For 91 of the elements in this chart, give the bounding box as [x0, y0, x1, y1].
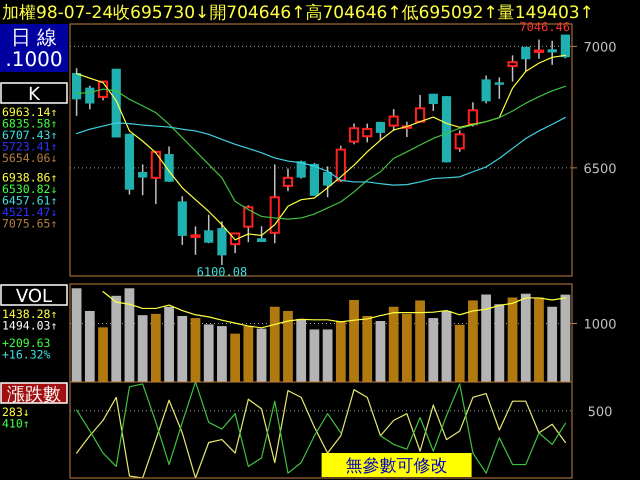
bar — [402, 314, 412, 382]
bar — [217, 326, 227, 382]
candlestick — [204, 214, 214, 244]
candlestick — [256, 225, 266, 242]
candlestick — [296, 160, 306, 180]
bar — [283, 310, 293, 382]
bar — [428, 318, 438, 382]
bar — [362, 316, 372, 382]
bar — [322, 329, 332, 382]
text: 410↑ — [2, 416, 30, 430]
candlestick — [85, 84, 94, 110]
y-tick-label: 7000 — [583, 40, 617, 56]
annotation: 6100.08 — [196, 265, 248, 280]
candlestick — [454, 130, 465, 153]
candlestick — [414, 94, 426, 124]
y-axis-title: K — [28, 84, 42, 105]
bar — [560, 294, 570, 382]
bar — [296, 318, 306, 382]
candlestick — [560, 34, 570, 60]
bar — [442, 310, 452, 382]
text: 6938.86↑ — [2, 170, 58, 184]
y-tick-label: 6500 — [583, 162, 617, 177]
text: 5723.41↑ — [2, 140, 58, 154]
text: +16.32% — [2, 348, 51, 362]
candlestick — [507, 54, 518, 82]
bar — [164, 306, 174, 382]
bar — [138, 315, 148, 382]
candlestick — [494, 76, 504, 100]
candlestick — [138, 164, 148, 196]
candlestick — [348, 122, 360, 146]
candlestick — [534, 38, 544, 60]
text: 5654.06↓ — [2, 151, 58, 165]
bar — [468, 300, 478, 382]
bar — [150, 314, 161, 382]
text: 7075.65↑ — [2, 216, 58, 230]
bar — [534, 298, 544, 382]
text: 日 線 .1000 — [5, 25, 63, 71]
text: 1494.03↑ — [2, 318, 58, 332]
text: 無參數可修改 — [346, 456, 448, 476]
bar — [481, 294, 492, 382]
bar — [494, 304, 504, 382]
text: 6835.58↑ — [2, 116, 58, 130]
bar — [243, 326, 254, 382]
candlestick — [362, 122, 372, 144]
line-series — [76, 116, 566, 186]
bar — [388, 306, 399, 382]
candlestick — [428, 93, 438, 112]
text: 1438.28↑ — [2, 307, 58, 321]
candlestick — [388, 108, 399, 132]
bar — [508, 298, 518, 382]
text: 6707.43↑ — [2, 128, 58, 142]
candlestick — [376, 120, 386, 141]
bar — [310, 329, 320, 382]
y-axis-title: 漲跌數 — [7, 384, 61, 405]
bar — [204, 324, 214, 382]
candlestick — [243, 204, 254, 243]
y-axis-title: VOL — [16, 286, 52, 307]
candlestick — [468, 102, 478, 128]
bar — [454, 324, 465, 382]
bar — [520, 294, 531, 382]
text: 283↓ — [2, 405, 30, 419]
bar — [98, 327, 108, 382]
annotation: 7046.46 — [519, 20, 570, 34]
bar — [177, 316, 188, 382]
candlestick — [482, 74, 491, 104]
candlestick — [323, 166, 332, 198]
bar — [336, 321, 346, 382]
bar — [72, 288, 82, 382]
candlestick — [190, 226, 201, 256]
chart-title: 加權98-07-24收695730↓開704646↑高704646↑低695092↑量149403↑ — [2, 3, 594, 23]
bar — [270, 306, 280, 382]
bar — [376, 321, 386, 382]
bar — [349, 300, 359, 382]
bar — [190, 318, 200, 382]
bar — [230, 334, 240, 382]
text: +209.63 — [2, 336, 51, 350]
y-tick-label: 1000 — [583, 318, 617, 333]
bar — [111, 296, 122, 382]
text: 6530.82↓ — [2, 182, 58, 196]
bar — [124, 288, 134, 382]
candlestick — [282, 168, 294, 192]
text: 500 — [588, 404, 612, 420]
candlestick — [548, 40, 557, 66]
bar — [256, 328, 266, 382]
bar — [415, 300, 425, 382]
text: 6457.61↑ — [2, 194, 58, 208]
text: 4521.47↓ — [2, 205, 58, 219]
candlestick — [521, 46, 530, 72]
bar — [547, 306, 558, 382]
text: 6963.14↑ — [2, 105, 58, 119]
bar — [84, 310, 95, 382]
